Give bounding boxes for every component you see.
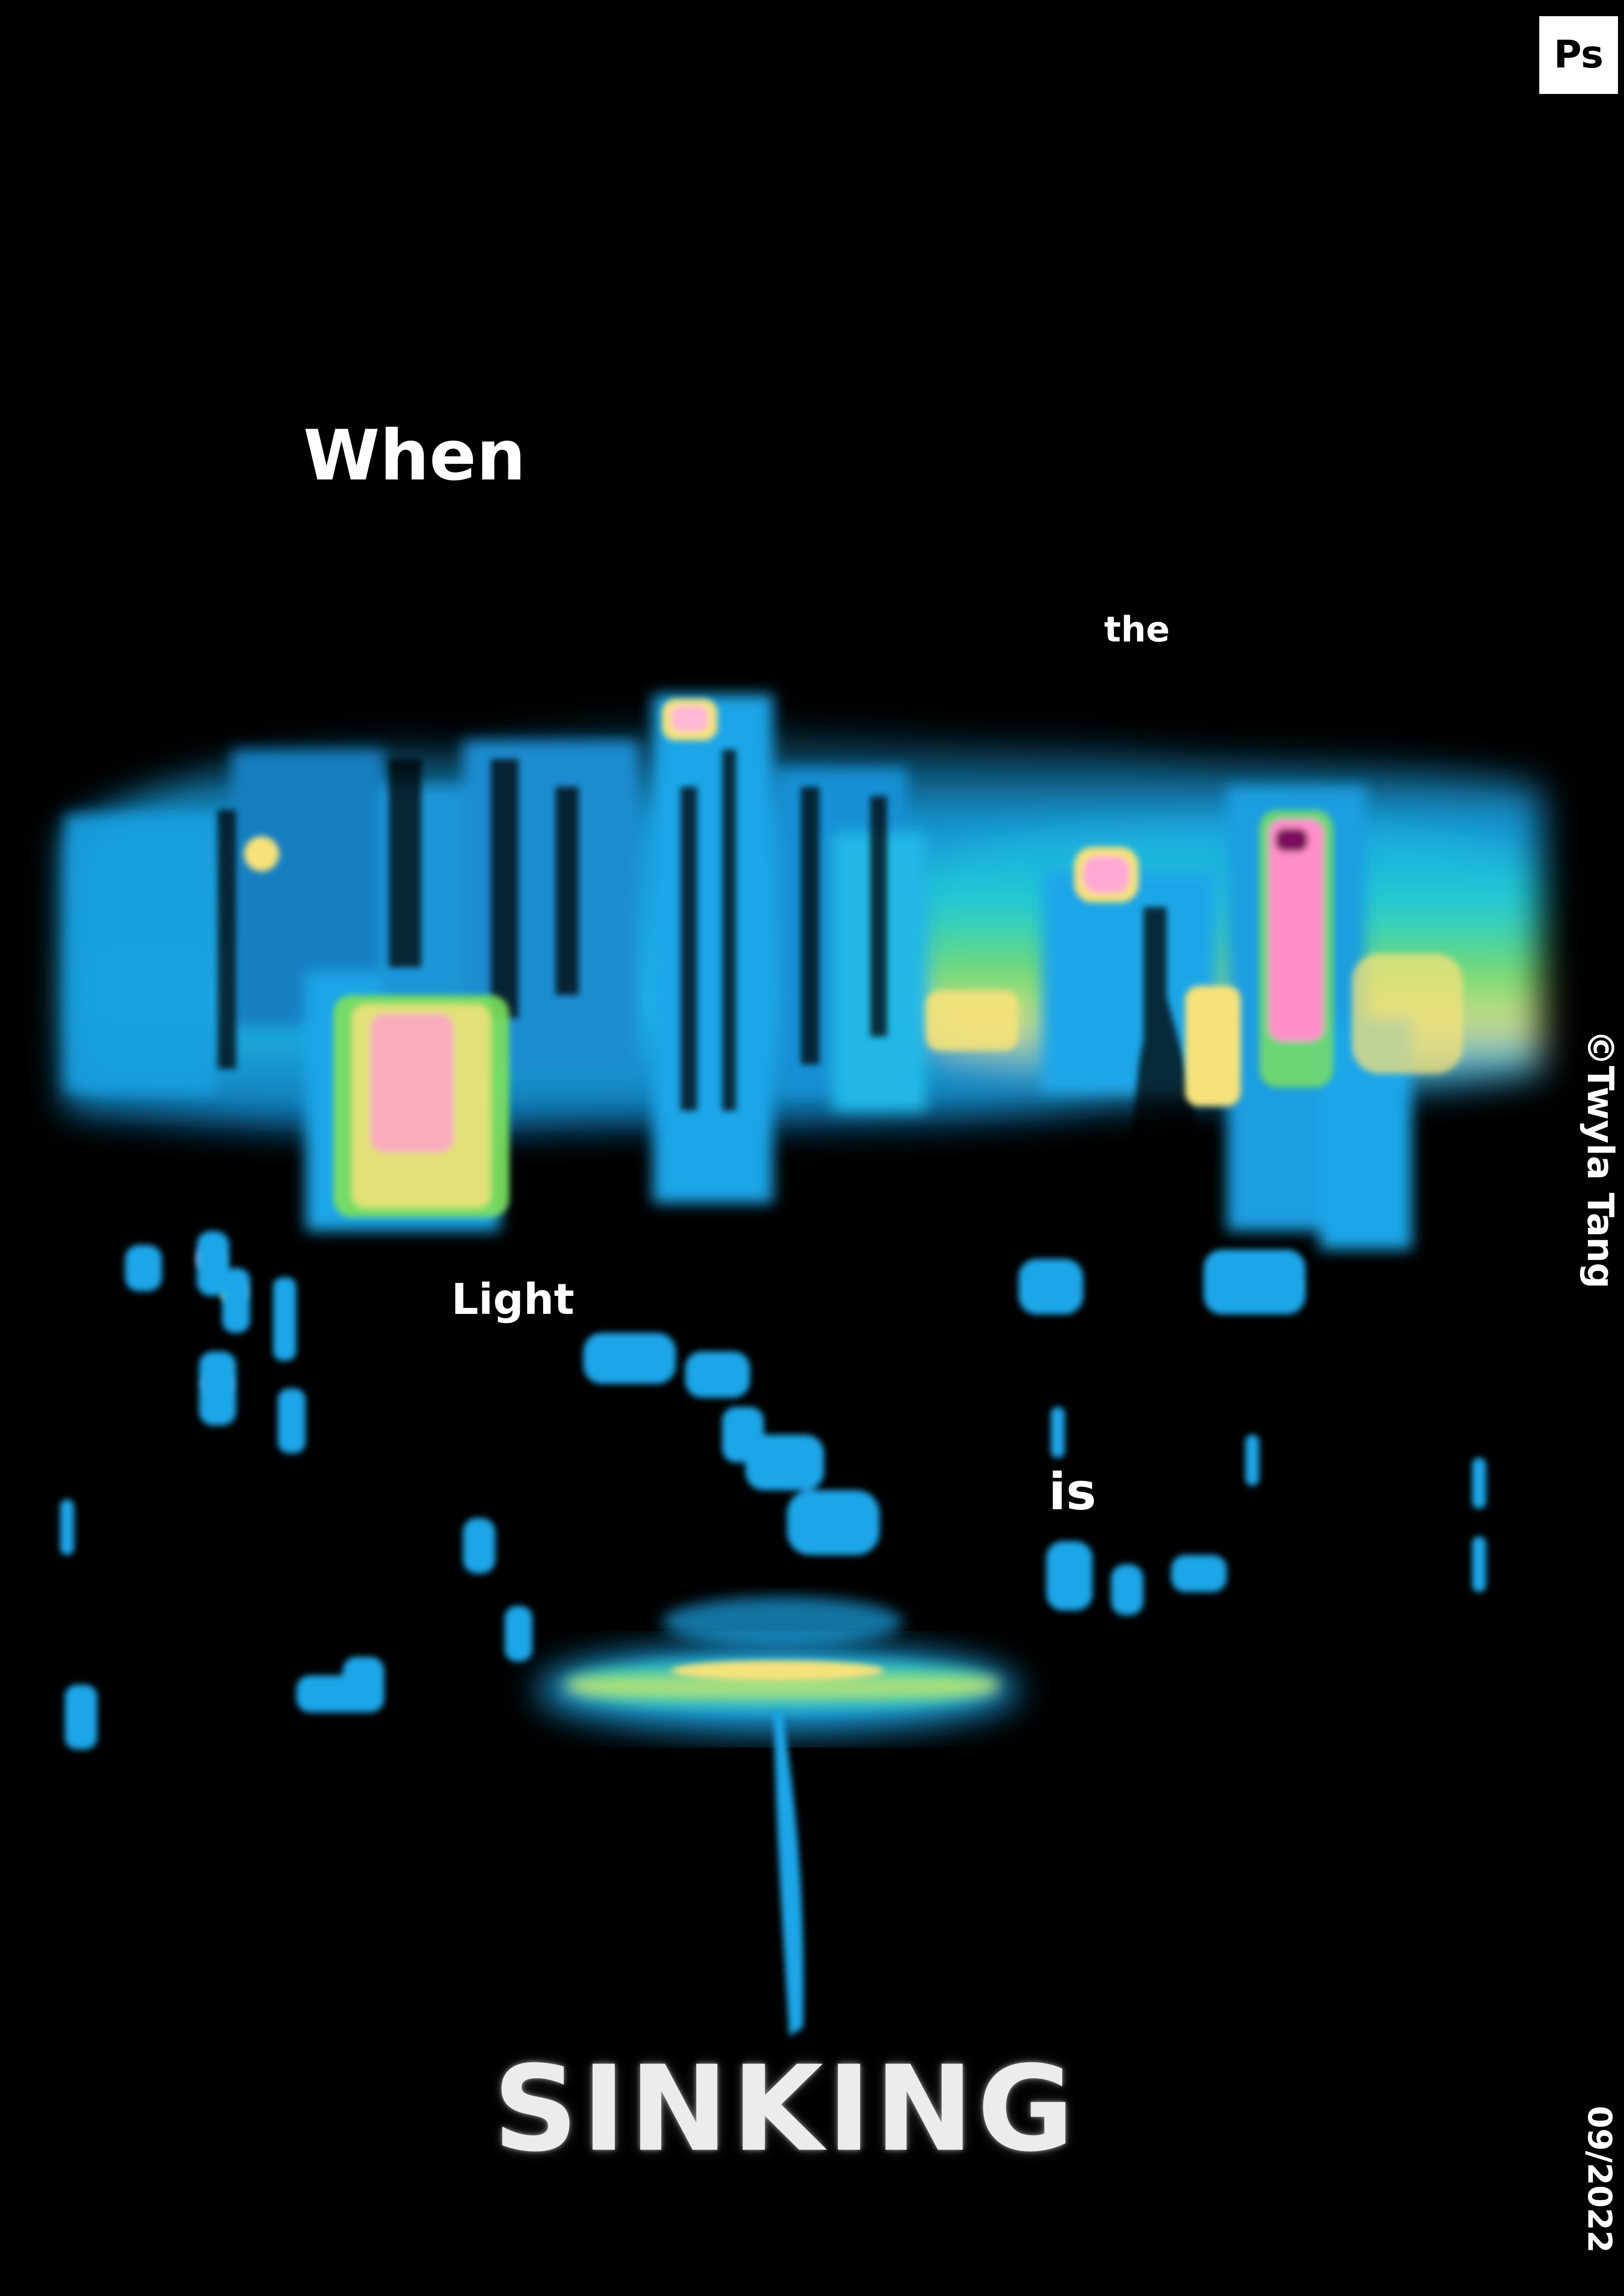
- dark-windows: [218, 750, 1213, 1250]
- photoshop-badge: Ps: [1539, 16, 1618, 94]
- title-word-the: the: [1104, 609, 1170, 650]
- street-lights: [60, 1231, 1486, 1749]
- title-word-is: is: [1049, 1462, 1097, 1521]
- artist-credit: ©Twyla Tang: [1579, 1030, 1621, 1289]
- title-word-when: When: [303, 416, 526, 496]
- title-word-light: Light: [451, 1275, 575, 1324]
- hot-spots: [197, 699, 1463, 1470]
- date-label: 09/2022: [1580, 2106, 1618, 2253]
- water-reflection: [537, 1597, 1018, 2036]
- photoshop-badge-label: Ps: [1554, 33, 1604, 77]
- title-word-sinking: SINKING: [493, 2041, 1078, 2178]
